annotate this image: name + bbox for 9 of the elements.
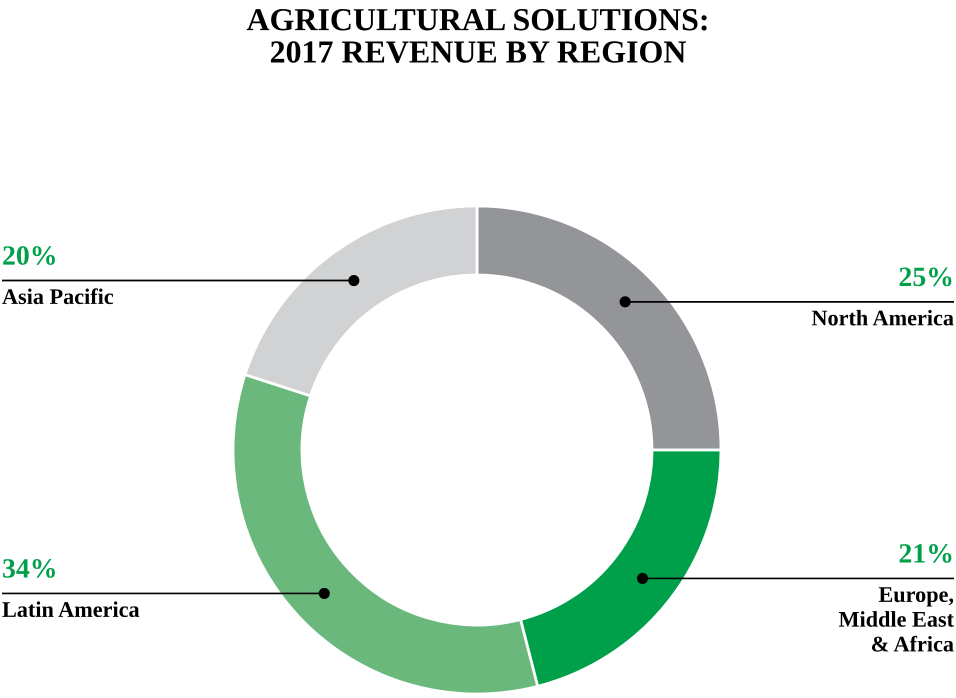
chart-title: AGRICULTURAL SOLUTIONS: 2017 REVENUE BY REGION bbox=[246, 9, 707, 63]
slice-label: Europe, Middle East & Africa bbox=[838, 587, 954, 652]
data-label: 34% bbox=[3, 559, 55, 578]
data-label: 21% bbox=[900, 544, 952, 563]
slice-label: North America bbox=[812, 310, 954, 326]
slice-label: Latin America bbox=[2, 601, 140, 618]
slice-label: Asia Pacific bbox=[2, 288, 114, 304]
data-label: 25% bbox=[900, 267, 952, 286]
data-label: 20% bbox=[3, 246, 55, 265]
